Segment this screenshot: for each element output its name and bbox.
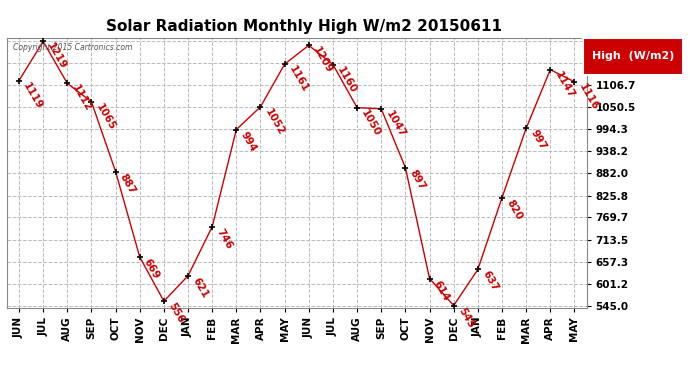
Text: 997: 997 — [529, 128, 548, 152]
Text: 1047: 1047 — [384, 109, 407, 139]
Text: 820: 820 — [504, 198, 524, 222]
Text: 1050: 1050 — [359, 108, 383, 138]
Text: 1052: 1052 — [263, 107, 286, 137]
Text: 887: 887 — [118, 171, 137, 195]
Text: 669: 669 — [142, 257, 161, 280]
Text: 556: 556 — [166, 301, 186, 325]
Text: 545: 545 — [456, 306, 475, 330]
Text: 897: 897 — [408, 168, 427, 192]
Text: 621: 621 — [190, 276, 210, 300]
Text: 1147: 1147 — [553, 70, 576, 100]
Text: Copyright 2015 Cartronics.com: Copyright 2015 Cartronics.com — [12, 43, 132, 52]
Text: High  (W/m2): High (W/m2) — [592, 51, 674, 61]
Text: 1065: 1065 — [94, 102, 117, 132]
Text: 1219: 1219 — [46, 41, 68, 71]
Text: 1160: 1160 — [335, 64, 359, 94]
Text: 637: 637 — [480, 270, 500, 293]
Text: 1209: 1209 — [311, 45, 334, 75]
Text: 1161: 1161 — [287, 64, 310, 94]
Text: Solar Radiation Monthly High W/m2 20150611: Solar Radiation Monthly High W/m2 201506… — [106, 19, 502, 34]
Text: 746: 746 — [215, 227, 234, 251]
Text: 614: 614 — [432, 279, 451, 303]
Text: 1119: 1119 — [21, 81, 44, 111]
Text: 994: 994 — [239, 130, 258, 153]
Text: 1116: 1116 — [577, 82, 600, 112]
Text: 1112: 1112 — [70, 83, 93, 114]
